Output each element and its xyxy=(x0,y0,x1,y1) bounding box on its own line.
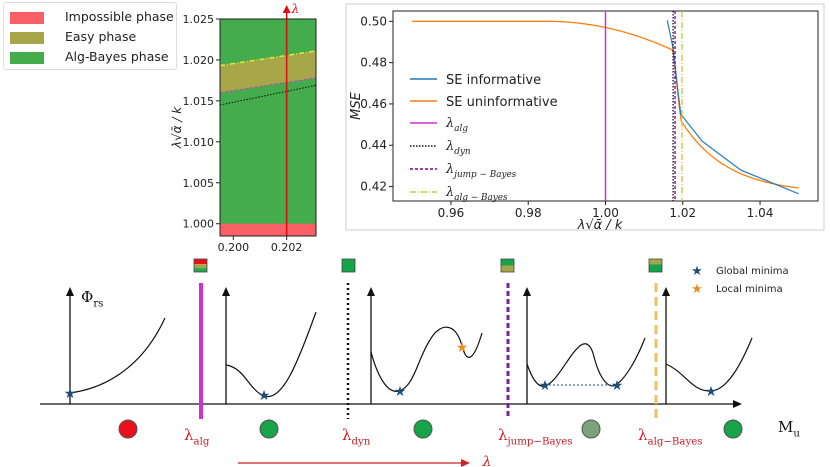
phase-circle-2 xyxy=(259,419,279,439)
phase-indicator-segment xyxy=(501,259,514,266)
panel-1-energy-curve xyxy=(69,317,166,394)
phase-xtick-label: 0.200 xyxy=(218,241,250,254)
threshold-label-4: λalg−Bayes xyxy=(638,426,702,448)
global-minimum-star: ★ xyxy=(394,384,407,400)
mse-xtick-label: 1.04 xyxy=(747,206,774,220)
global-minimum-star: ★ xyxy=(539,378,552,394)
phase-circle-5 xyxy=(723,419,743,439)
lambda-direction-label: λ xyxy=(482,454,492,467)
panel-5-y-axis-arrowhead xyxy=(662,287,670,296)
legend-swatch-easy xyxy=(10,32,44,44)
mse-legend-label: SE uninformative xyxy=(446,95,558,110)
lower-boundary-line xyxy=(219,77,317,94)
panel-4-y-axis-arrowhead xyxy=(523,287,531,296)
phase-indicator-box-3 xyxy=(500,258,515,273)
mse-xtick-label: 0.98 xyxy=(515,206,542,220)
phase-indicator-box-2 xyxy=(341,258,356,273)
threshold-label-1: λalg xyxy=(184,426,210,448)
mse-xtick-label: 0.96 xyxy=(438,206,465,220)
mse-ytick-label: 0.44 xyxy=(360,138,387,152)
phase-indicator-segment xyxy=(649,259,662,265)
legend-swatch-impossible xyxy=(10,12,44,24)
phase-ytick-label: 1.015 xyxy=(183,95,215,108)
phase-indicator-segment xyxy=(194,264,207,269)
dotted-boundary-line xyxy=(219,84,317,106)
panel-1-y-axis-arrowhead xyxy=(66,287,74,296)
panel-3-y-axis-arrowhead xyxy=(367,287,375,296)
phase-indicator-segment xyxy=(649,264,662,272)
global-minima-legend-label: Global minima xyxy=(716,266,789,277)
global-minimum-star: ★ xyxy=(258,388,271,404)
legend-label-alg-bayes: Alg-Bayes phase xyxy=(65,49,169,64)
mse-ytick-label: 0.48 xyxy=(360,56,387,70)
phase-ylabel: λ√ᾱ / k xyxy=(170,106,184,149)
local-minima-legend-label: Local minima xyxy=(716,284,783,295)
legend-label-easy: Easy phase xyxy=(65,29,137,44)
landscape-x-axis-label: Mu xyxy=(778,418,800,440)
phase-circle-1 xyxy=(118,419,138,439)
mse-legend-label: SE informative xyxy=(446,73,541,88)
mse-legend-label: λalg − Bayes xyxy=(445,185,508,203)
phase-circle-3 xyxy=(413,419,433,439)
lambda-marker-arrowhead xyxy=(282,5,291,13)
local-minima-legend-star: ★ xyxy=(691,282,703,297)
phase-indicator-segment xyxy=(342,259,355,272)
phase-ytick-label: 1.005 xyxy=(183,177,215,190)
panel-2-energy-curve xyxy=(225,311,317,398)
phase-ytick-label: 1.010 xyxy=(183,136,215,149)
phase-alg-bayes-region xyxy=(220,19,316,236)
mse-legend-label: λalg xyxy=(445,116,468,134)
global-minimum-star: ★ xyxy=(64,386,77,402)
phase-ytick-label: 1.020 xyxy=(183,54,215,67)
panel-3-energy-curve xyxy=(370,326,483,392)
phase-indicator-segment xyxy=(501,265,514,272)
panel-5-energy-curve xyxy=(665,337,753,392)
mse-panel-border xyxy=(345,3,825,231)
global-minima-legend-star: ★ xyxy=(691,264,703,279)
panel-4-energy-curve xyxy=(526,337,646,387)
phase-plot-frame xyxy=(219,18,317,237)
phase-easy-region xyxy=(220,50,316,93)
mse-xtick-label: 1.02 xyxy=(669,206,696,220)
phase-circle-4 xyxy=(581,419,601,439)
phase-impossible-region xyxy=(220,223,316,236)
legend-label-impossible: Impossible phase xyxy=(65,9,174,24)
mse-legend-label: λjump − Bayes xyxy=(445,162,517,180)
mse-xlabel: λ√ᾱ / k xyxy=(577,218,623,233)
mse-legend-label: λdyn xyxy=(445,139,471,157)
legend-swatch-alg-bayes xyxy=(10,52,44,64)
mse-ytick-label: 0.42 xyxy=(360,180,387,194)
phase-indicator-box-1 xyxy=(193,258,208,273)
landscape-y-axis-label: Φrs xyxy=(81,288,103,310)
phase-indicator-box-4 xyxy=(648,258,663,273)
lambda-marker-label: λ xyxy=(291,2,300,16)
mse-ylabel: MSE xyxy=(349,91,364,119)
global-minimum-star: ★ xyxy=(705,384,718,400)
landscape-x-axis-arrowhead xyxy=(733,400,742,408)
global-minimum-star: ★ xyxy=(611,378,624,394)
phase-ytick-label: 1.025 xyxy=(183,13,215,26)
phase-ytick-label: 1.000 xyxy=(183,218,215,231)
phase-indicator-segment xyxy=(194,259,207,265)
phase-xtick-label: 0.202 xyxy=(271,241,303,254)
mse-ytick-label: 0.46 xyxy=(360,97,387,111)
panel-2-y-axis-arrowhead xyxy=(222,287,230,296)
threshold-label-3: λjump−Bayes xyxy=(498,426,573,448)
threshold-label-2: λdyn xyxy=(342,426,371,448)
local-minimum-star: ★ xyxy=(456,340,469,356)
mse-ytick-label: 0.50 xyxy=(360,14,387,28)
lambda-direction-arrowhead xyxy=(461,459,470,467)
phase-indicator-segment xyxy=(194,268,207,272)
upper-boundary-line xyxy=(219,50,317,67)
mse-xtick-label: 1.00 xyxy=(592,206,619,220)
phase-legend: Impossible phase Easy phase Alg-Bayes ph… xyxy=(3,2,177,70)
